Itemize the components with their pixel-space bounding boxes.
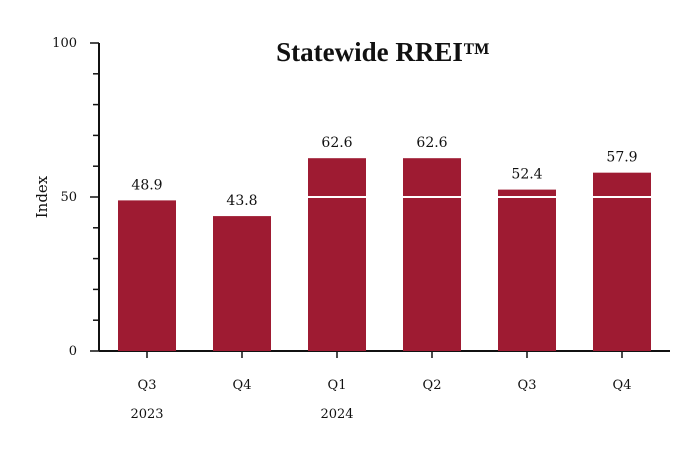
data-label: 62.6 [416, 135, 447, 151]
data-label: 57.9 [606, 150, 637, 166]
x-tick-label: Q3 [518, 378, 537, 393]
bar [213, 216, 271, 351]
data-label: 52.4 [511, 167, 542, 183]
x-tick-label: Q1 [328, 378, 347, 393]
x-year-label: 2023 [130, 407, 163, 422]
x-tick-label: Q4 [613, 378, 632, 393]
x-tick-label: Q4 [233, 378, 252, 393]
y-axis: 0 50 100 [52, 36, 100, 359]
data-label: 62.6 [321, 135, 352, 151]
x-axis: Q3 2023 Q4 Q1 2024 Q2 Q3 Q4 [99, 350, 670, 422]
bar-series [118, 158, 651, 351]
bar [593, 172, 651, 351]
y-axis-title: Index [33, 175, 51, 218]
y-tick-label: 100 [52, 36, 77, 51]
data-label: 48.9 [131, 177, 162, 193]
bar [403, 158, 461, 351]
bar [498, 189, 556, 351]
x-year-label: 2024 [320, 407, 353, 422]
bar [118, 200, 176, 351]
chart-title: Statewide RREI™ [276, 37, 490, 67]
y-tick-label: 0 [69, 344, 77, 359]
x-tick-label: Q3 [138, 378, 157, 393]
data-labels: 48.9 43.8 62.6 62.6 52.4 57.9 [131, 135, 637, 209]
y-tick-label: 50 [60, 190, 77, 205]
data-label: 43.8 [226, 193, 257, 209]
bar [308, 158, 366, 351]
x-tick-label: Q2 [423, 378, 442, 393]
